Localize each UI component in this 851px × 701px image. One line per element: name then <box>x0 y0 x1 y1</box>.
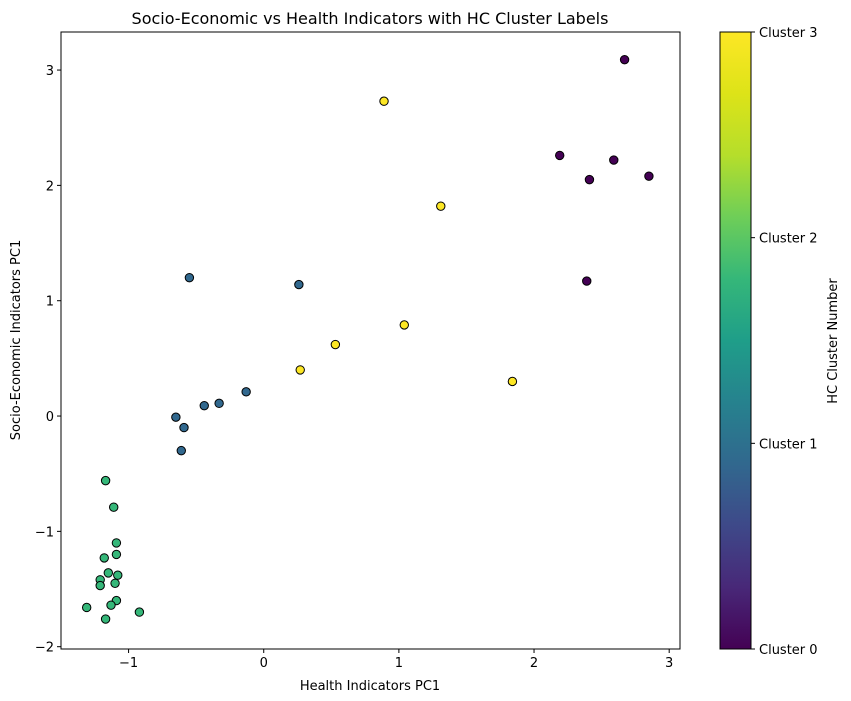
data-point-cluster-3 <box>295 365 305 375</box>
chart-title: Socio-Economic vs Health Indicators with… <box>132 9 609 28</box>
data-point-cluster-0 <box>584 174 595 185</box>
x-tick-label: 3 <box>665 656 673 671</box>
data-point-cluster-1 <box>241 387 251 397</box>
data-point-cluster-2 <box>110 578 120 588</box>
colorbar-tick-label: Cluster 0 <box>759 643 818 658</box>
colorbar-label: HC Cluster Number <box>826 278 841 404</box>
data-point-cluster-1 <box>214 398 224 409</box>
x-tick-label: 2 <box>530 656 538 671</box>
colorbar-tick-label: Cluster 3 <box>759 26 818 41</box>
data-point-cluster-1 <box>176 445 186 456</box>
data-point-cluster-0 <box>619 54 630 65</box>
data-point-cluster-2 <box>81 602 92 613</box>
x-tick-label: 0 <box>260 656 268 671</box>
data-point-cluster-2 <box>99 553 109 563</box>
plot-area <box>81 54 654 624</box>
data-point-cluster-1 <box>184 272 195 283</box>
data-point-cluster-0 <box>609 155 619 165</box>
data-point-cluster-1 <box>179 422 189 433</box>
y-tick-label: 3 <box>46 64 54 79</box>
data-point-cluster-1 <box>199 400 209 411</box>
data-point-cluster-3 <box>330 339 341 350</box>
data-point-cluster-3 <box>507 376 518 387</box>
data-point-cluster-2 <box>106 600 116 610</box>
data-point-cluster-3 <box>379 96 389 106</box>
data-point-cluster-2 <box>100 475 111 486</box>
x-tick-label: −1 <box>119 656 138 671</box>
data-point-cluster-0 <box>644 171 654 181</box>
y-tick-label: −2 <box>35 641 54 656</box>
data-point-cluster-2 <box>111 538 122 548</box>
data-point-cluster-3 <box>436 201 446 211</box>
data-point-cluster-2 <box>134 607 145 617</box>
x-tick-label: 1 <box>395 656 403 671</box>
data-point-cluster-3 <box>399 320 409 330</box>
data-point-cluster-1 <box>171 412 181 422</box>
data-point-cluster-2 <box>113 570 123 580</box>
y-tick-label: 0 <box>46 410 54 425</box>
colorbar: Cluster 0 Cluster 1 Cluster 2 Cluster 3 <box>719 26 818 658</box>
y-tick-label: 2 <box>46 179 54 194</box>
data-point-cluster-2 <box>109 502 119 512</box>
data-point-cluster-2 <box>111 549 122 560</box>
data-point-cluster-0 <box>555 150 565 161</box>
data-point-cluster-2 <box>100 614 111 624</box>
colorbar-tick-label: Cluster 2 <box>759 232 818 247</box>
data-point-cluster-2 <box>103 568 114 578</box>
y-axis-label: Socio-Economic Indicators PC1 <box>9 240 24 440</box>
plot-frame <box>60 31 681 650</box>
y-tick-label: 1 <box>46 295 54 310</box>
y-tick-label: −1 <box>35 525 54 540</box>
x-axis-label: Health Indicators PC1 <box>300 679 440 694</box>
colorbar-gradient <box>719 31 752 650</box>
colorbar-tick-label: Cluster 1 <box>759 437 818 452</box>
data-point-cluster-2 <box>95 580 105 591</box>
data-point-cluster-1 <box>294 279 304 290</box>
data-point-cluster-0 <box>582 276 592 286</box>
